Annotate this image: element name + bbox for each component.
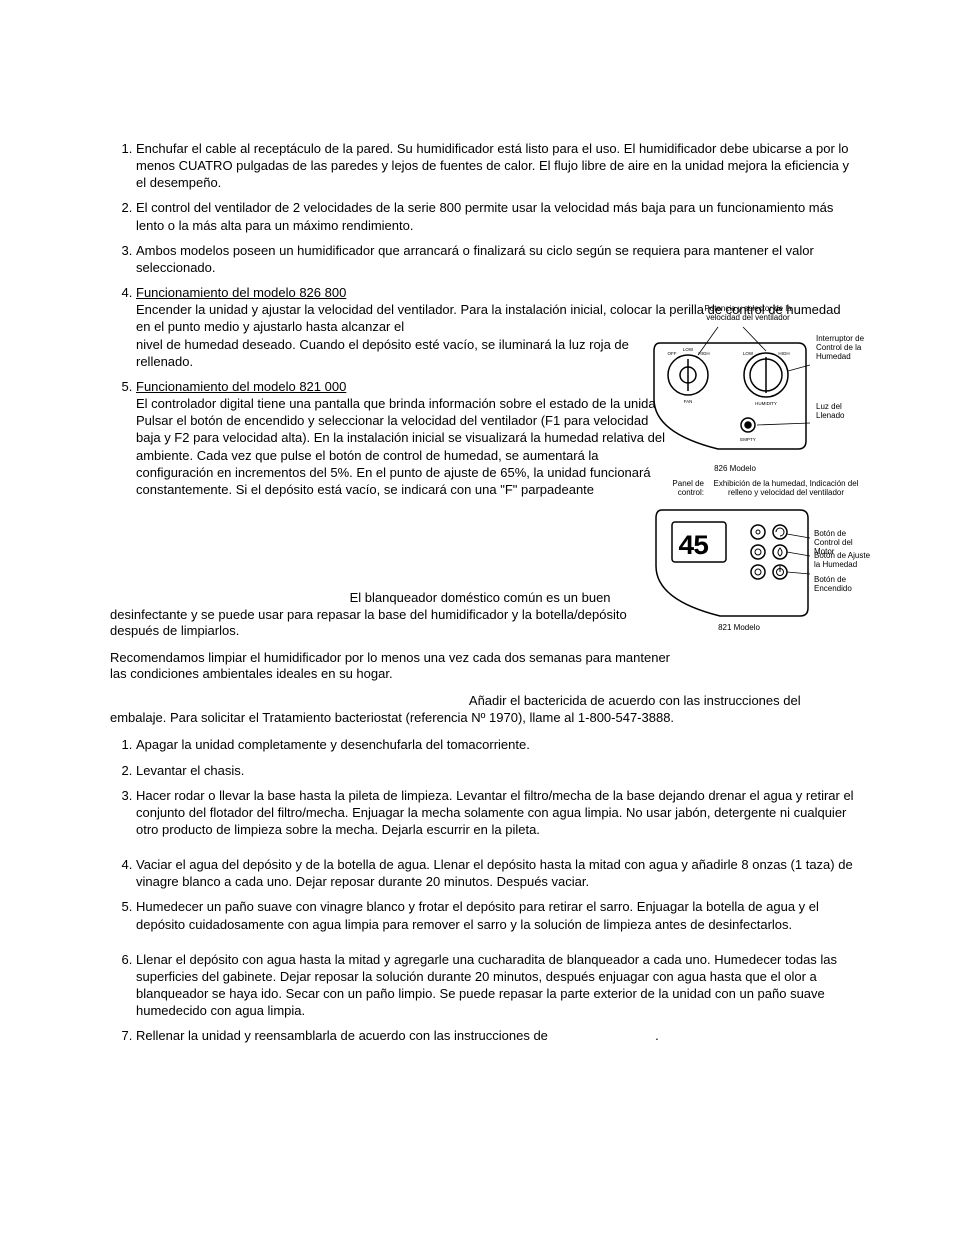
svg-text:LOW: LOW [743,351,754,356]
dia826-fill-label: Luz del Llenado [816,403,866,421]
svg-text:EMPTY: EMPTY [740,437,756,442]
text: Llenar el depósito con agua hasta la mit… [136,952,837,1018]
dia821-top-right-caption: Exhibición de la humedad, Indicación del… [706,480,866,498]
svg-text:FAN: FAN [684,399,693,404]
svg-text:OFF: OFF [668,351,677,356]
text: El blanqueador doméstico común es [350,590,560,605]
model-821-heading: Funcionamiento del modelo 821 000 [136,379,346,394]
text: Ambos modelos poseen un humidificador qu… [136,243,814,275]
bleach-paragraph: El blanqueador doméstico común es un bue… [110,590,670,640]
text: Apagar la unidad completamente y desench… [136,737,530,752]
cleaning-item-6: Llenar el depósito con agua hasta la mit… [136,951,854,1020]
svg-text:HUMIDITY: HUMIDITY [755,401,777,406]
text: Rellenar la unidad y reensamblarla de ac… [136,1028,552,1043]
diagram-821: Panel de control: Exhibición de la humed… [644,480,874,650]
text: nivel de humedad deseado. Cuando el depó… [136,336,676,370]
cleaning-item-5: Humedecer un paño suave con vinagre blan… [136,898,854,932]
text: Enchufar el cable al receptáculo de la p… [136,141,849,190]
dia826-model-label: 826 Modelo [700,465,770,474]
cleaning-item-7: Rellenar la unidad y reensamblarla de ac… [136,1027,854,1044]
dia821-model-label: 821 Modelo [704,624,774,633]
dia826-switch-label: Interruptor de Control de la Humedad [816,335,866,361]
dia826-top-caption: Potencia y selector de la velocidad del … [688,305,808,323]
cleaning-item-3: Hacer rodar o llevar la base hasta la pi… [136,787,854,838]
dia821-btn2-label: Botón de Ajuste la Humedad [814,552,874,570]
svg-text:HIGH: HIGH [698,351,709,356]
text: Levantar el chasis. [136,763,244,778]
dia821-btn3-label: Botón de Encendido [814,576,874,594]
text: Vaciar el agua del depósito y de la bote… [136,857,853,889]
text: El controlador digital tiene una pantall… [136,395,676,498]
text: Humedecer un paño suave con vinagre blan… [136,899,819,931]
svg-text:45: 45 [678,532,709,563]
model-826-heading: Funcionamiento del modelo 826 800 [136,285,346,300]
operation-item-3: Ambos modelos poseen un humidificador qu… [136,242,854,276]
cleaning-item-2: Levantar el chasis. [136,762,854,779]
cleaning-item-1: Apagar la unidad completamente y desench… [136,736,854,753]
operation-item-1: Enchufar el cable al receptáculo de la p… [136,140,854,191]
svg-text:HIGH: HIGH [778,351,789,356]
text: Hacer rodar o llevar la base hasta la pi… [136,788,854,837]
operation-item-2: El control del ventilador de 2 velocidad… [136,199,854,233]
dia821-top-left-caption: Panel de control: [644,480,704,498]
text: . [655,1028,659,1043]
cleaning-frequency-paragraph: Recomendamos limpiar el humidificador po… [110,650,670,683]
cleaning-item-4: Vaciar el agua del depósito y de la bote… [136,856,854,890]
svg-text:LOW: LOW [683,347,694,352]
bacteriostat-paragraph: Añadir el bactericida de acuerdo con las… [110,693,854,726]
cleaning-list: Apagar la unidad completamente y desench… [110,736,854,1044]
diagram-826: Potencia y selector de la velocidad del … [648,305,868,475]
text: Añadir el bactericida de acuerdo con las… [469,693,780,708]
text: El control del ventilador de 2 velocidad… [136,200,833,232]
